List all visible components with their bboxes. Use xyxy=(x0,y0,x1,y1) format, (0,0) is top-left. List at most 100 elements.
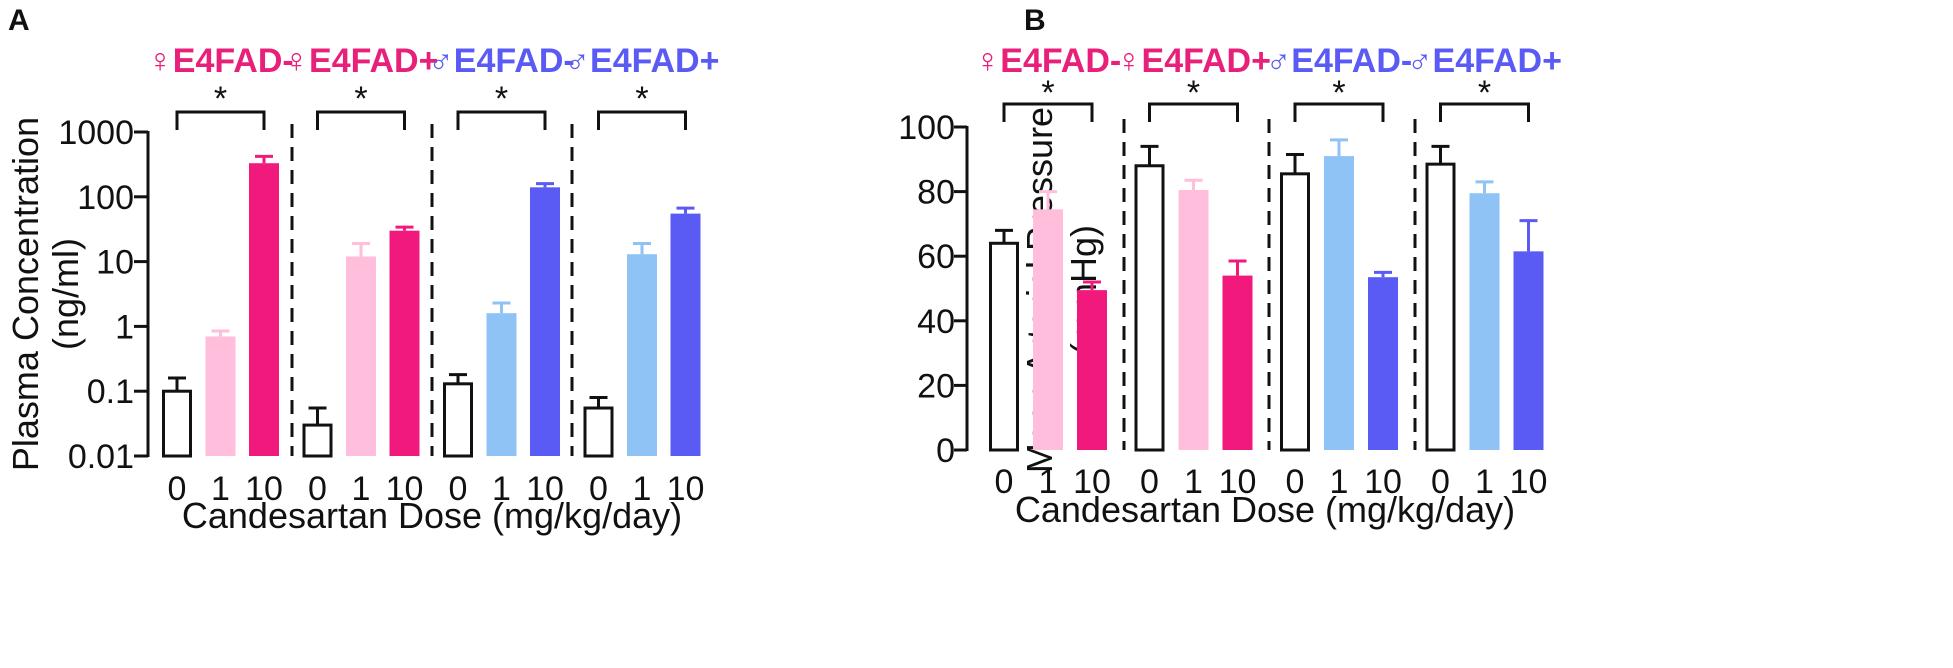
y-tick-label: 1 xyxy=(115,308,134,346)
genotype-label: E4FAD+ xyxy=(1433,42,1562,80)
y-axis-title: Plasma Concentration xyxy=(5,117,46,471)
bar xyxy=(1425,162,1456,452)
y-tick-label: 0.01 xyxy=(68,438,134,476)
x-tick-label: 0 xyxy=(449,470,468,508)
y-tick-label: 20 xyxy=(917,367,955,405)
x-tick-label: 10 xyxy=(1510,463,1548,501)
sex-symbol: ♂ xyxy=(428,42,454,80)
group-label: ♀E4FAD+ xyxy=(284,42,439,80)
y-tick-label: 1000 xyxy=(58,114,134,152)
sex-symbol: ♀ xyxy=(1116,42,1142,80)
x-tick-label: 0 xyxy=(1286,463,1305,501)
bar xyxy=(1077,290,1107,450)
bar xyxy=(205,336,236,456)
sex-symbol: ♂ xyxy=(1407,42,1433,80)
bar xyxy=(443,382,473,458)
x-tick-label: 0 xyxy=(1431,463,1450,501)
bar xyxy=(1134,164,1165,452)
x-tick-label: 1 xyxy=(352,470,371,508)
panel-letter: B xyxy=(1024,4,1046,37)
y-tick-label: 60 xyxy=(917,238,955,276)
group-label: ♀E4FAD- xyxy=(147,42,293,80)
bar xyxy=(1033,209,1063,450)
bar xyxy=(670,213,701,456)
significance-bracket xyxy=(1439,102,1530,122)
significance-bracket xyxy=(175,110,266,130)
x-tick-label: 0 xyxy=(308,470,327,508)
bar xyxy=(486,313,517,456)
group-label: ♀E4FAD- xyxy=(975,42,1121,80)
group-label: ♂E4FAD- xyxy=(1266,42,1412,80)
significance-star: * xyxy=(214,80,227,118)
bar xyxy=(1368,277,1398,450)
significance-star: * xyxy=(635,80,648,118)
y-tick-label: 0 xyxy=(936,432,955,470)
bar xyxy=(530,187,560,456)
x-tick-label: 10 xyxy=(1073,463,1111,501)
sex-symbol: ♂ xyxy=(1266,42,1292,80)
x-tick-label: 0 xyxy=(1140,463,1159,501)
bar xyxy=(1324,156,1354,450)
significance-star: * xyxy=(1332,74,1345,112)
bar xyxy=(346,256,376,456)
x-tick-label: 1 xyxy=(1039,463,1058,501)
x-tick-label: 10 xyxy=(1364,463,1402,501)
panel-letter: A xyxy=(8,4,30,37)
significance-star: * xyxy=(1478,74,1491,112)
x-tick-label: 1 xyxy=(1184,463,1203,501)
bar xyxy=(1469,193,1500,450)
bar xyxy=(389,230,420,456)
sex-symbol: ♂ xyxy=(565,42,591,80)
bar xyxy=(302,423,333,458)
genotype-label: E4FAD- xyxy=(173,42,294,80)
significance-star: * xyxy=(354,80,367,118)
significance-bracket xyxy=(1002,102,1094,122)
x-tick-label: 0 xyxy=(995,463,1014,501)
x-tick-label: 1 xyxy=(492,470,511,508)
x-tick-label: 10 xyxy=(1219,463,1257,501)
x-tick-label: 10 xyxy=(386,470,424,508)
x-tick-label: 1 xyxy=(633,470,652,508)
group-label: ♀E4FAD+ xyxy=(1116,42,1271,80)
panel-b: B020406080100Mean Arterial Pressure(mmHg… xyxy=(898,4,1562,530)
x-tick-label: 1 xyxy=(1330,463,1349,501)
group-label: ♂E4FAD+ xyxy=(565,42,720,80)
group-label: ♂E4FAD+ xyxy=(1407,42,1562,80)
genotype-label: E4FAD+ xyxy=(590,42,719,80)
genotype-label: E4FAD+ xyxy=(309,42,438,80)
bar xyxy=(1222,275,1253,450)
x-tick-label: 0 xyxy=(589,470,608,508)
x-axis-title: Candesartan Dose (mg/kg/day) xyxy=(1015,489,1515,530)
genotype-label: E4FAD+ xyxy=(1142,42,1271,80)
x-tick-label: 10 xyxy=(245,470,283,508)
genotype-label: E4FAD- xyxy=(454,42,575,80)
bar xyxy=(627,254,657,456)
x-tick-label: 10 xyxy=(667,470,705,508)
bar xyxy=(249,163,279,456)
bar xyxy=(1513,251,1544,450)
x-axis-title: Candesartan Dose (mg/kg/day) xyxy=(182,495,682,536)
significance-star: * xyxy=(495,80,508,118)
y-tick-label: 40 xyxy=(917,303,955,341)
y-tick-label: 80 xyxy=(917,174,955,212)
significance-bracket xyxy=(456,110,547,130)
bar xyxy=(1178,189,1209,451)
significance-bracket xyxy=(597,110,687,130)
x-tick-label: 1 xyxy=(1475,463,1494,501)
x-tick-label: 10 xyxy=(526,470,564,508)
significance-star: * xyxy=(1187,74,1200,112)
bar xyxy=(1280,172,1310,452)
significance-bracket xyxy=(1148,102,1239,122)
significance-bracket xyxy=(1293,102,1385,122)
y-tick-label: 0.1 xyxy=(87,373,134,411)
significance-star: * xyxy=(1041,74,1054,112)
y-axis-unit: (ng/ml) xyxy=(45,238,86,350)
x-tick-label: 1 xyxy=(211,470,230,508)
sex-symbol: ♀ xyxy=(147,42,173,80)
genotype-label: E4FAD- xyxy=(1000,42,1121,80)
sex-symbol: ♀ xyxy=(284,42,310,80)
y-tick-label: 100 xyxy=(77,179,134,217)
genotype-label: E4FAD- xyxy=(1291,42,1412,80)
